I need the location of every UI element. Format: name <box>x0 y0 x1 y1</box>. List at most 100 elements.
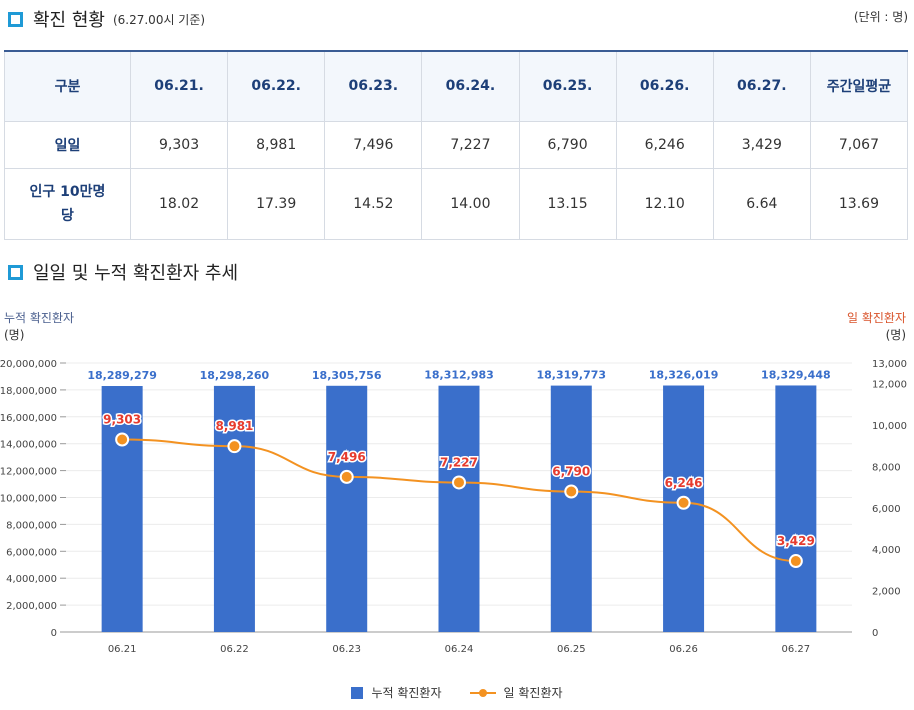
table-cell: 6,790 <box>518 120 617 169</box>
bar-value-label: 18,298,260 <box>200 369 270 382</box>
table-cell: 6.64 <box>712 167 811 240</box>
line-point-daily <box>115 432 130 447</box>
left-tick-label: 12,000,000 <box>0 467 57 478</box>
bar-cumulative <box>101 386 143 632</box>
table-cell: 7,227 <box>421 120 520 169</box>
table-cell: 14.00 <box>421 167 520 240</box>
table-col-header: 06.26. <box>615 50 714 122</box>
right-tick-label: 0 <box>872 628 878 639</box>
bar-cumulative <box>326 385 368 632</box>
line-value-label: 8,981 <box>215 419 253 433</box>
bar-value-label: 18,305,756 <box>312 369 382 382</box>
section-title-text: 일일 및 누적 확진환자 추세 <box>33 263 239 284</box>
table-row-label: 인구 10만명당 <box>4 167 131 240</box>
right-axis-unit: (명) <box>886 328 906 342</box>
right-tick-label: 2,000 <box>872 587 901 598</box>
combo-chart: 누적 확진환자 (명) 일 확진환자 (명) 0 2,000,000 4,000,000 6,… <box>0 311 907 655</box>
x-tick-label: 06.27 <box>782 644 811 655</box>
bar-value-label: 18,329,448 <box>761 368 831 381</box>
left-tick-label: 18,000,000 <box>0 386 57 397</box>
bar-cumulative <box>213 385 255 632</box>
section-title-status: 확진 현황 (6.27.00시 기준) <box>8 6 205 32</box>
left-axis-unit: (명) <box>4 328 24 342</box>
x-tick-label: 06.21 <box>108 644 137 655</box>
legend-label: 누적 확진환자 <box>371 686 442 700</box>
line-point-daily <box>227 439 242 454</box>
bar-cumulative <box>550 385 592 632</box>
left-tick-label: 4,000,000 <box>6 574 57 585</box>
table-col-header: 주간일평균 <box>809 50 909 122</box>
x-tick-label: 06.23 <box>332 644 361 655</box>
x-tick-label: 06.22 <box>220 644 249 655</box>
bar-value-label: 18,312,983 <box>424 369 494 382</box>
legend-item-cumulative[interactable]: 누적 확진환자 <box>351 684 442 701</box>
right-tick-label: 12,000 <box>872 380 907 391</box>
line-point-daily <box>676 495 691 510</box>
line-value-label: 6,790 <box>552 464 590 478</box>
left-tick-label: 2,000,000 <box>6 601 57 612</box>
table-cell: 14.52 <box>324 167 423 240</box>
left-tick-label: 0 <box>51 628 57 639</box>
right-tick-label: 4,000 <box>872 545 901 556</box>
line-point-daily <box>339 469 354 484</box>
square-bullet-icon <box>8 264 23 280</box>
bar-cumulative <box>775 385 817 632</box>
table-cell: 3,429 <box>712 120 811 169</box>
legend-line-swatch <box>469 687 496 699</box>
legend-bar-swatch <box>351 686 364 699</box>
line-value-label: 3,429 <box>777 534 815 548</box>
right-axis-title: 일 확진환자 <box>847 311 906 325</box>
left-tick-label: 8,000,000 <box>6 520 57 531</box>
section-title-trend: 일일 및 누적 확진환자 추세 <box>8 259 238 285</box>
right-tick-label: 6,000 <box>872 504 901 515</box>
table-row: 인구 10만명당 18.02 17.39 14.52 14.00 13.15 1… <box>4 167 909 240</box>
stats-table: 구분 06.21. 06.22. 06.23. 06.24. 06.25. 06… <box>4 50 909 240</box>
table-row-label: 일일 <box>4 120 131 169</box>
right-tick-label: 10,000 <box>872 421 907 432</box>
table-cell: 7,067 <box>809 120 909 169</box>
table-col-header: 06.25. <box>518 50 617 122</box>
bar-cumulative <box>438 385 480 632</box>
left-tick-label: 14,000,000 <box>0 440 57 451</box>
table-col-header: 06.27. <box>712 50 811 122</box>
x-tick-label: 06.26 <box>669 644 698 655</box>
table-cell: 17.39 <box>227 167 326 240</box>
line-point-daily <box>564 484 579 499</box>
table-cell: 18.02 <box>129 167 229 240</box>
table-col-header: 06.22. <box>227 50 326 122</box>
table-cell: 7,496 <box>324 120 423 169</box>
table-cell: 13.15 <box>518 167 617 240</box>
table-corner: 구분 <box>4 50 131 122</box>
bar-value-label: 18,326,019 <box>649 369 719 382</box>
left-tick-label: 20,000,000 <box>0 359 57 370</box>
table-cell: 6,246 <box>615 120 714 169</box>
square-bullet-icon <box>8 11 23 27</box>
x-tick-label: 06.25 <box>557 644 586 655</box>
left-tick-label: 10,000,000 <box>0 494 57 505</box>
line-value-label: 6,246 <box>665 476 703 490</box>
legend-item-daily[interactable]: 일 확진환자 <box>469 684 563 701</box>
table-row: 일일 9,303 8,981 7,496 7,227 6,790 6,246 3… <box>4 120 909 169</box>
left-tick-label: 16,000,000 <box>0 413 57 424</box>
line-value-label: 7,496 <box>328 450 366 464</box>
line-point-daily <box>788 554 803 569</box>
line-value-label: 9,303 <box>103 412 141 426</box>
bar-value-label: 18,319,773 <box>536 369 606 382</box>
section-subtitle: (6.27.00시 기준) <box>112 12 206 27</box>
line-point-daily <box>452 475 466 490</box>
right-tick-label: 8,000 <box>872 462 901 473</box>
unit-label: (단위 : 명) <box>853 10 908 24</box>
table-cell: 9,303 <box>129 120 229 169</box>
chart-legend: 누적 확진환자 일 확진환자 <box>0 684 914 701</box>
table-col-header: 06.21. <box>129 50 229 122</box>
table-cell: 12.10 <box>615 167 714 240</box>
line-value-label: 7,227 <box>440 455 478 469</box>
table-col-header: 06.23. <box>324 50 423 122</box>
bar-value-label: 18,289,279 <box>87 369 157 382</box>
table-header-row: 구분 06.21. 06.22. 06.23. 06.24. 06.25. 06… <box>4 50 909 122</box>
table-col-header: 06.24. <box>421 50 520 122</box>
table-cell: 13.69 <box>809 167 909 240</box>
x-tick-label: 06.24 <box>445 644 474 655</box>
legend-label: 일 확진환자 <box>503 686 563 700</box>
left-axis-title: 누적 확진환자 <box>4 311 74 325</box>
